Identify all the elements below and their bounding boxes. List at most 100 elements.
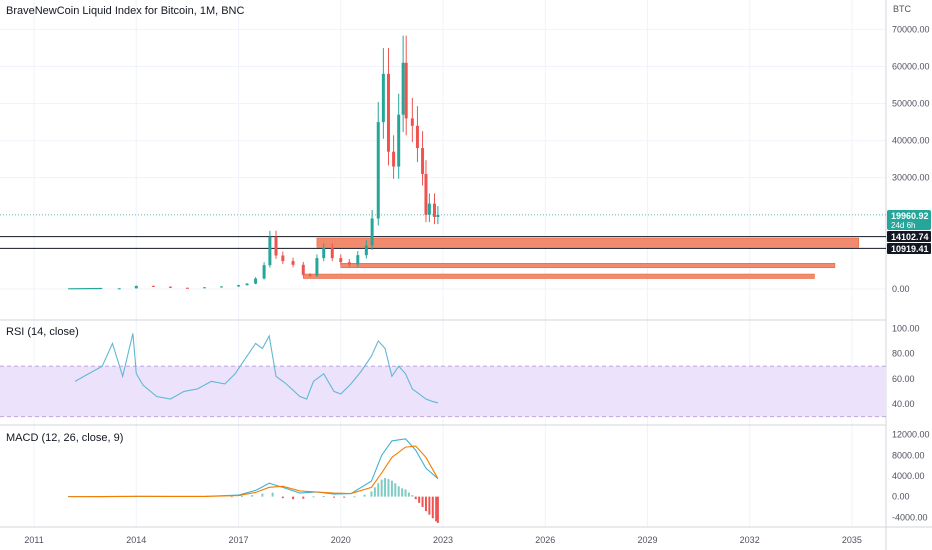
macd-histogram-bar bbox=[251, 495, 254, 497]
candle-body bbox=[421, 148, 425, 174]
macd-pane[interactable] bbox=[68, 438, 439, 523]
candle-body bbox=[220, 286, 223, 288]
macd-histogram-bar bbox=[377, 483, 380, 497]
candle-body bbox=[364, 245, 368, 256]
candle-body bbox=[134, 285, 138, 289]
candle-body bbox=[315, 258, 319, 276]
candle-body bbox=[415, 125, 419, 149]
candle-body bbox=[424, 173, 428, 215]
chart-title: BraveNewCoin Liquid Index for Bitcoin, 1… bbox=[6, 5, 244, 17]
support-zone bbox=[340, 263, 836, 269]
support-zone bbox=[302, 273, 815, 279]
time-tick-label: 2020 bbox=[331, 535, 351, 545]
support-zone bbox=[316, 237, 860, 248]
rsi-axis[interactable]: 100.00 80.00 60.00 40.00 bbox=[892, 323, 920, 409]
support-zones bbox=[302, 237, 860, 279]
candle-body bbox=[291, 261, 295, 265]
macd-histogram-bar bbox=[424, 496, 427, 512]
candle-body bbox=[262, 265, 266, 279]
macd-histogram-bar bbox=[401, 488, 404, 497]
currency-label: BTC bbox=[893, 4, 912, 14]
candle-body bbox=[386, 73, 390, 152]
macd-histogram-bar bbox=[380, 479, 383, 497]
price-tick-label: 30000.00 bbox=[892, 173, 930, 183]
macd-histogram-bar bbox=[404, 489, 407, 497]
rsi-band bbox=[0, 366, 886, 417]
rsi-line bbox=[74, 333, 439, 404]
price-tick-label: 0.00 bbox=[892, 284, 910, 294]
macd-histogram-bar bbox=[418, 496, 421, 503]
candle-body bbox=[281, 255, 285, 262]
candle-body bbox=[322, 248, 326, 259]
macd-histogram-bar bbox=[343, 496, 346, 498]
candle-body bbox=[268, 236, 272, 266]
macd-histogram-bar bbox=[370, 491, 373, 497]
macd-histogram-bar bbox=[431, 496, 434, 519]
candle-body bbox=[339, 258, 343, 263]
rsi-tick-label: 60.00 bbox=[892, 374, 915, 384]
candle-body bbox=[151, 285, 155, 287]
macd-histogram-bar bbox=[436, 496, 439, 523]
macd-histogram-bar bbox=[373, 487, 376, 497]
macd-histogram-bar bbox=[428, 496, 431, 515]
macd-tick-label: 8000.00 bbox=[892, 450, 925, 460]
rsi-tick-label: 100.00 bbox=[892, 323, 920, 333]
macd-title: MACD (12, 26, close, 9) bbox=[6, 432, 123, 444]
candle-body bbox=[245, 283, 249, 286]
macd-histogram-bar bbox=[384, 478, 387, 497]
candle-body bbox=[237, 285, 241, 287]
macd-histogram-bar bbox=[394, 483, 397, 497]
macd-histogram-bar bbox=[322, 496, 325, 498]
time-axis[interactable]: 2011 2014 2017 2020 2023 2026 2029 2032 2035 bbox=[24, 535, 862, 545]
macd-tick-label: 12000.00 bbox=[892, 430, 930, 440]
candle-body bbox=[397, 114, 401, 167]
rsi-pane[interactable] bbox=[0, 333, 886, 418]
macd-axis[interactable]: 12000.00 8000.00 4000.00 0.00 -4000.00 bbox=[892, 430, 930, 523]
rsi-title: RSI (14, close) bbox=[6, 326, 79, 338]
level-tag-lower: 10919.41 bbox=[887, 243, 931, 254]
candles bbox=[68, 35, 440, 290]
candle-body bbox=[254, 278, 258, 284]
macd-histogram-bar bbox=[353, 496, 356, 498]
candle-body bbox=[117, 288, 121, 290]
macd-histogram-bar bbox=[332, 496, 335, 498]
level-tag-upper: 14102.74 bbox=[887, 231, 931, 242]
price-tick-label: 60000.00 bbox=[892, 61, 930, 71]
macd-tick-label: 0.00 bbox=[892, 492, 910, 502]
macd-histogram-bar bbox=[387, 479, 390, 497]
time-tick-label: 2029 bbox=[637, 535, 657, 545]
candle-body bbox=[392, 151, 396, 167]
candle-body bbox=[347, 262, 351, 265]
price-tick-label: 70000.00 bbox=[892, 24, 930, 34]
macd-histogram-bar bbox=[435, 496, 438, 522]
macd-histogram-bar bbox=[261, 493, 264, 497]
candle-body bbox=[301, 264, 305, 275]
candle-body bbox=[404, 62, 408, 119]
candle-body bbox=[168, 286, 172, 288]
level-tag-lower-value: 10919.41 bbox=[891, 244, 929, 254]
level-tag-upper-value: 14102.74 bbox=[891, 232, 929, 242]
macd-histogram-bar bbox=[230, 496, 233, 498]
candle-body bbox=[432, 203, 436, 217]
macd-histogram-bar bbox=[411, 495, 414, 497]
time-tick-label: 2035 bbox=[842, 535, 862, 545]
price-pane[interactable] bbox=[0, 35, 886, 290]
price-tick-label: 40000.00 bbox=[892, 136, 930, 146]
macd-histogram-bar bbox=[397, 486, 400, 497]
last-price-value: 19960.92 bbox=[891, 211, 929, 221]
time-tick-label: 2023 bbox=[433, 535, 453, 545]
macd-tick-label: 4000.00 bbox=[892, 471, 925, 481]
candle-body bbox=[202, 287, 206, 289]
candle-body bbox=[401, 62, 405, 115]
price-tick-label: 50000.00 bbox=[892, 99, 930, 109]
time-tick-label: 2032 bbox=[740, 535, 760, 545]
candle-body bbox=[308, 274, 312, 276]
price-axis[interactable]: 70000.00 60000.00 50000.00 40000.00 30000.00… bbox=[892, 24, 930, 293]
macd-histogram-bar bbox=[302, 496, 305, 499]
candle-body bbox=[370, 218, 374, 246]
time-tick-label: 2011 bbox=[24, 535, 43, 545]
candle-body bbox=[356, 255, 360, 265]
candle-body bbox=[436, 214, 440, 217]
macd-histogram-bar bbox=[414, 496, 417, 500]
